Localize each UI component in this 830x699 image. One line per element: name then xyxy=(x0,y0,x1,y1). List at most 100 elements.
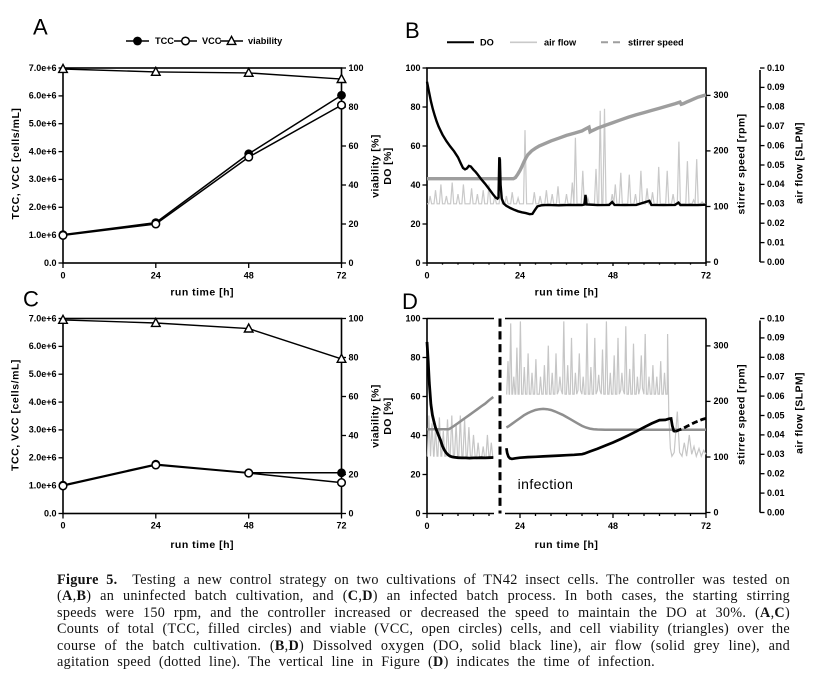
svg-text:0.01: 0.01 xyxy=(767,488,785,498)
svg-text:0.07: 0.07 xyxy=(767,372,785,382)
svg-text:0.07: 0.07 xyxy=(767,121,785,131)
svg-text:2.0e+6: 2.0e+6 xyxy=(29,202,57,212)
svg-text:100: 100 xyxy=(405,63,420,73)
svg-text:stirrer speed: stirrer speed xyxy=(628,37,684,47)
svg-text:0: 0 xyxy=(714,507,719,517)
svg-text:0.06: 0.06 xyxy=(767,391,785,401)
svg-text:3.0e+6: 3.0e+6 xyxy=(29,174,57,184)
svg-text:20: 20 xyxy=(410,219,420,229)
svg-text:100: 100 xyxy=(349,313,364,323)
svg-text:7.0e+6: 7.0e+6 xyxy=(29,313,57,323)
svg-text:6.0e+6: 6.0e+6 xyxy=(29,91,57,101)
svg-text:air flow [SLPM]: air flow [SLPM] xyxy=(794,122,806,204)
svg-text:0: 0 xyxy=(60,271,65,281)
svg-text:0.03: 0.03 xyxy=(767,449,785,459)
svg-text:DO: DO xyxy=(480,37,494,47)
svg-text:40: 40 xyxy=(349,180,359,190)
svg-text:0.04: 0.04 xyxy=(767,430,785,440)
svg-text:72: 72 xyxy=(336,271,346,281)
svg-text:200: 200 xyxy=(714,146,729,156)
svg-text:80: 80 xyxy=(349,102,359,112)
svg-text:60: 60 xyxy=(349,141,359,151)
svg-text:0.10: 0.10 xyxy=(767,313,785,323)
svg-text:0.08: 0.08 xyxy=(767,102,785,112)
svg-text:0.05: 0.05 xyxy=(767,160,785,170)
svg-text:4.0e+6: 4.0e+6 xyxy=(29,397,57,407)
svg-text:1.0e+6: 1.0e+6 xyxy=(29,230,57,240)
svg-text:0: 0 xyxy=(415,258,420,268)
svg-text:5.0e+6: 5.0e+6 xyxy=(29,119,57,129)
svg-text:6.0e+6: 6.0e+6 xyxy=(29,341,57,351)
svg-text:0: 0 xyxy=(349,258,354,268)
svg-text:stirrer speed [rpm]: stirrer speed [rpm] xyxy=(736,114,748,215)
svg-text:0: 0 xyxy=(60,521,65,531)
svg-text:viability: viability xyxy=(248,36,283,46)
svg-text:24: 24 xyxy=(151,521,161,531)
svg-text:200: 200 xyxy=(714,396,729,406)
svg-text:run time [h]: run time [h] xyxy=(170,539,234,551)
svg-text:100: 100 xyxy=(349,63,364,73)
svg-text:A: A xyxy=(33,15,48,40)
svg-text:infection: infection xyxy=(518,476,574,492)
svg-text:run time [h]: run time [h] xyxy=(535,287,599,299)
svg-text:0.09: 0.09 xyxy=(767,333,785,343)
svg-text:4.0e+6: 4.0e+6 xyxy=(29,146,57,156)
svg-text:24: 24 xyxy=(151,271,161,281)
svg-text:0.01: 0.01 xyxy=(767,237,785,247)
svg-text:72: 72 xyxy=(336,521,346,531)
svg-text:0.00: 0.00 xyxy=(767,507,785,517)
svg-text:20: 20 xyxy=(410,469,420,479)
svg-text:48: 48 xyxy=(608,271,618,281)
svg-text:0: 0 xyxy=(424,521,429,531)
svg-text:D: D xyxy=(402,289,418,314)
svg-text:40: 40 xyxy=(349,430,359,440)
svg-text:48: 48 xyxy=(608,521,618,531)
svg-text:72: 72 xyxy=(701,271,711,281)
svg-text:0: 0 xyxy=(349,508,354,518)
svg-text:air flow [SLPM]: air flow [SLPM] xyxy=(794,372,806,454)
svg-text:100: 100 xyxy=(714,201,729,211)
svg-text:300: 300 xyxy=(714,341,729,351)
svg-text:0.0: 0.0 xyxy=(44,508,57,518)
svg-text:40: 40 xyxy=(410,180,420,190)
svg-text:20: 20 xyxy=(349,469,359,479)
svg-text:24: 24 xyxy=(515,271,525,281)
svg-text:3.0e+6: 3.0e+6 xyxy=(29,425,57,435)
svg-text:0.02: 0.02 xyxy=(767,218,785,228)
svg-text:0.00: 0.00 xyxy=(767,257,785,267)
svg-text:0.0: 0.0 xyxy=(44,258,57,268)
svg-text:C: C xyxy=(23,287,39,312)
svg-text:0: 0 xyxy=(415,508,420,518)
svg-text:24: 24 xyxy=(515,521,525,531)
svg-text:0.05: 0.05 xyxy=(767,410,785,420)
svg-text:DO [%]: DO [%] xyxy=(382,147,394,184)
svg-text:72: 72 xyxy=(701,521,711,531)
svg-text:60: 60 xyxy=(349,391,359,401)
svg-text:0.10: 0.10 xyxy=(767,63,785,73)
svg-text:run time [h]: run time [h] xyxy=(535,539,599,551)
svg-text:0.02: 0.02 xyxy=(767,469,785,479)
svg-text:TCC: TCC xyxy=(155,36,174,46)
svg-text:2.0e+6: 2.0e+6 xyxy=(29,453,57,463)
svg-text:0: 0 xyxy=(424,271,429,281)
svg-text:0.08: 0.08 xyxy=(767,352,785,362)
svg-text:0: 0 xyxy=(714,257,719,267)
svg-text:0.06: 0.06 xyxy=(767,140,785,150)
svg-text:60: 60 xyxy=(410,391,420,401)
svg-text:300: 300 xyxy=(714,90,729,100)
svg-text:TCC, VCC [cells/mL]: TCC, VCC [cells/mL] xyxy=(10,108,22,220)
svg-text:viability [%]: viability [%] xyxy=(370,384,382,448)
svg-text:80: 80 xyxy=(410,102,420,112)
svg-text:0.04: 0.04 xyxy=(767,179,785,189)
svg-text:air flow: air flow xyxy=(544,37,577,47)
svg-text:stirrer speed [rpm]: stirrer speed [rpm] xyxy=(736,364,748,465)
svg-text:80: 80 xyxy=(349,352,359,362)
svg-text:7.0e+6: 7.0e+6 xyxy=(29,63,57,73)
svg-text:DO [%]: DO [%] xyxy=(382,397,394,434)
svg-text:48: 48 xyxy=(244,271,254,281)
svg-text:TCC, VCC [cells/mL]: TCC, VCC [cells/mL] xyxy=(10,359,22,471)
svg-text:40: 40 xyxy=(410,430,420,440)
svg-text:20: 20 xyxy=(349,219,359,229)
svg-text:B: B xyxy=(405,18,420,43)
svg-text:48: 48 xyxy=(244,521,254,531)
